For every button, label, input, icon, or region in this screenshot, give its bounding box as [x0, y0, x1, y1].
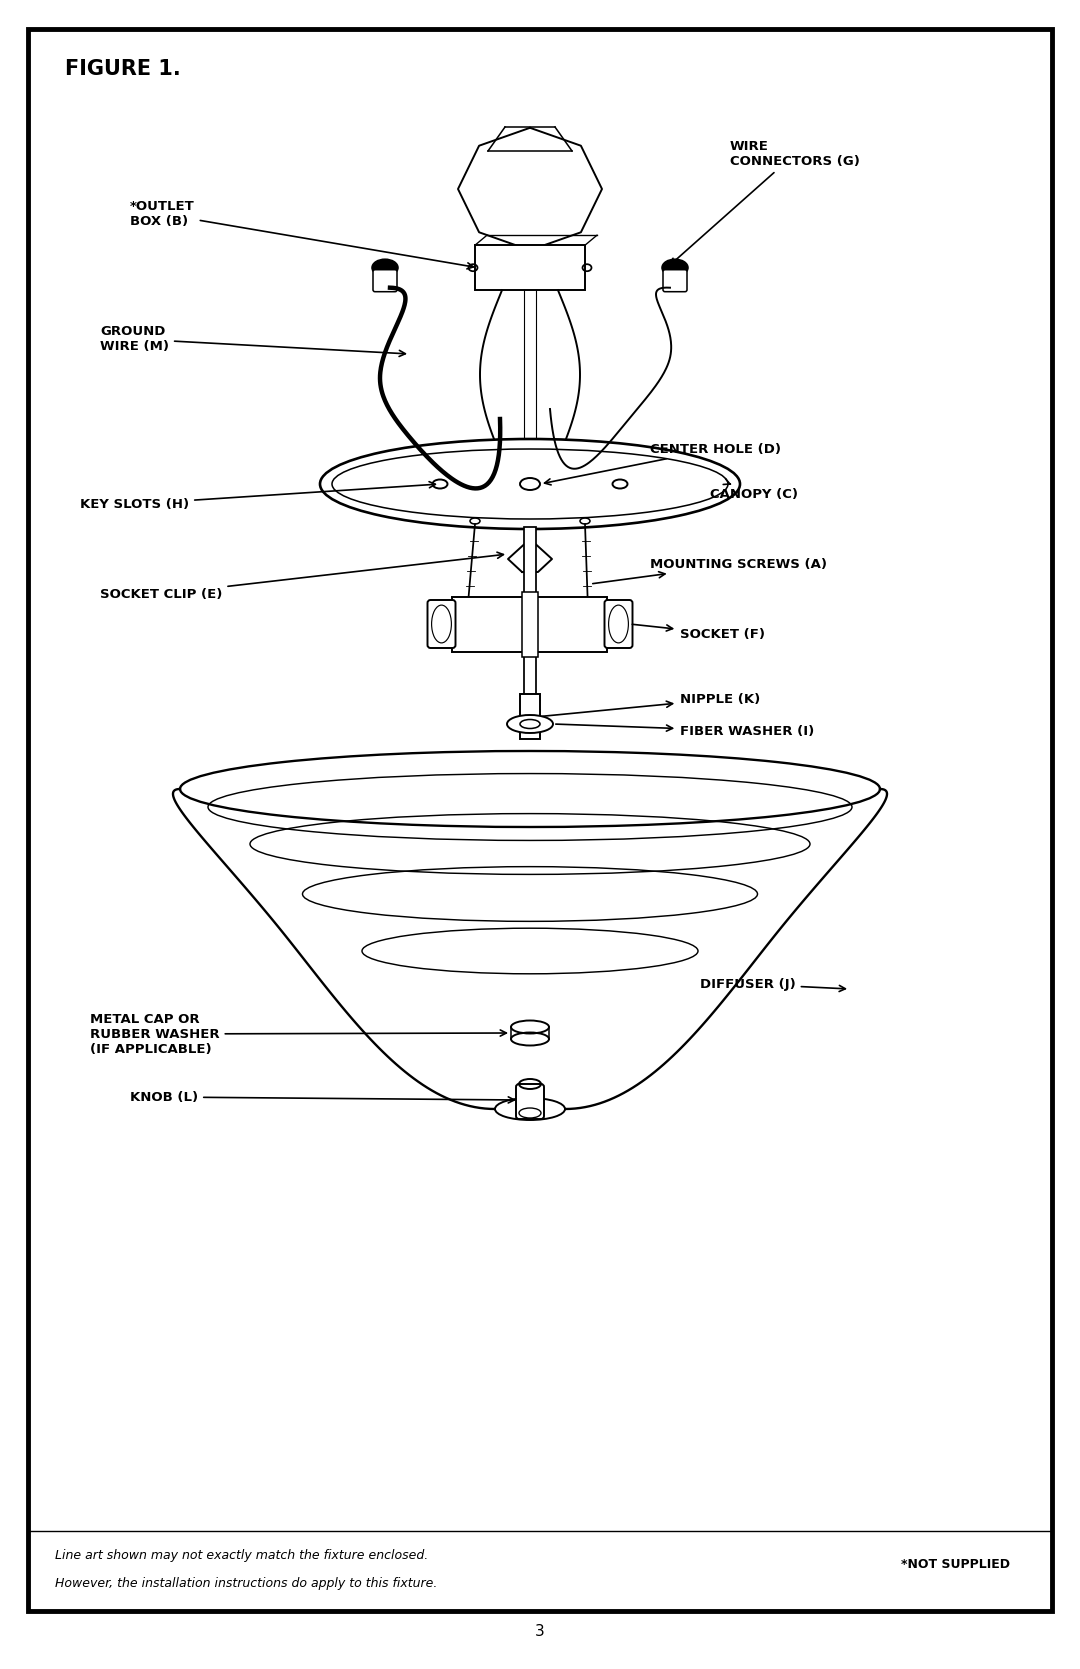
Text: FIGURE 1.: FIGURE 1.: [65, 58, 180, 78]
Ellipse shape: [511, 1020, 549, 1033]
Text: CANOPY (C): CANOPY (C): [710, 479, 798, 501]
FancyBboxPatch shape: [373, 270, 397, 292]
Text: NIPPLE (K): NIPPLE (K): [543, 693, 760, 716]
Ellipse shape: [507, 714, 553, 733]
Text: SOCKET CLIP (E): SOCKET CLIP (E): [100, 552, 503, 601]
Ellipse shape: [519, 1108, 541, 1118]
FancyBboxPatch shape: [516, 1083, 544, 1118]
Text: However, the installation instructions do apply to this fixture.: However, the installation instructions d…: [55, 1577, 437, 1591]
Text: *NOT SUPPLIED: *NOT SUPPLIED: [901, 1557, 1010, 1571]
Text: WIRE
CONNECTORS (G): WIRE CONNECTORS (G): [671, 140, 860, 265]
Text: *OUTLET
BOX (B): *OUTLET BOX (B): [130, 200, 473, 269]
FancyBboxPatch shape: [522, 591, 538, 656]
FancyBboxPatch shape: [663, 270, 687, 292]
Text: CENTER HOLE (D): CENTER HOLE (D): [544, 442, 781, 486]
Text: SOCKET (F): SOCKET (F): [632, 624, 765, 641]
Ellipse shape: [372, 259, 399, 275]
FancyBboxPatch shape: [524, 527, 537, 714]
Ellipse shape: [320, 439, 740, 529]
Text: GROUND
WIRE (M): GROUND WIRE (M): [100, 325, 405, 357]
Text: KNOB (L): KNOB (L): [130, 1090, 514, 1103]
Text: MOUNTING SCREWS (A): MOUNTING SCREWS (A): [593, 557, 827, 584]
FancyBboxPatch shape: [605, 599, 633, 648]
Ellipse shape: [511, 1033, 549, 1045]
Text: FIBER WASHER (I): FIBER WASHER (I): [556, 724, 814, 738]
FancyBboxPatch shape: [475, 245, 585, 290]
FancyBboxPatch shape: [519, 694, 540, 739]
Ellipse shape: [180, 751, 880, 828]
Text: 3: 3: [535, 1624, 545, 1639]
Text: METAL CAP OR
RUBBER WASHER
(IF APPLICABLE): METAL CAP OR RUBBER WASHER (IF APPLICABL…: [90, 1013, 507, 1055]
Ellipse shape: [662, 259, 688, 275]
FancyBboxPatch shape: [428, 599, 456, 648]
FancyBboxPatch shape: [453, 596, 607, 651]
Ellipse shape: [495, 1098, 565, 1120]
Text: Line art shown may not exactly match the fixture enclosed.: Line art shown may not exactly match the…: [55, 1549, 429, 1562]
Text: DIFFUSER (J): DIFFUSER (J): [700, 978, 846, 991]
Ellipse shape: [519, 1078, 541, 1088]
Text: KEY SLOTS (H): KEY SLOTS (H): [80, 482, 435, 511]
